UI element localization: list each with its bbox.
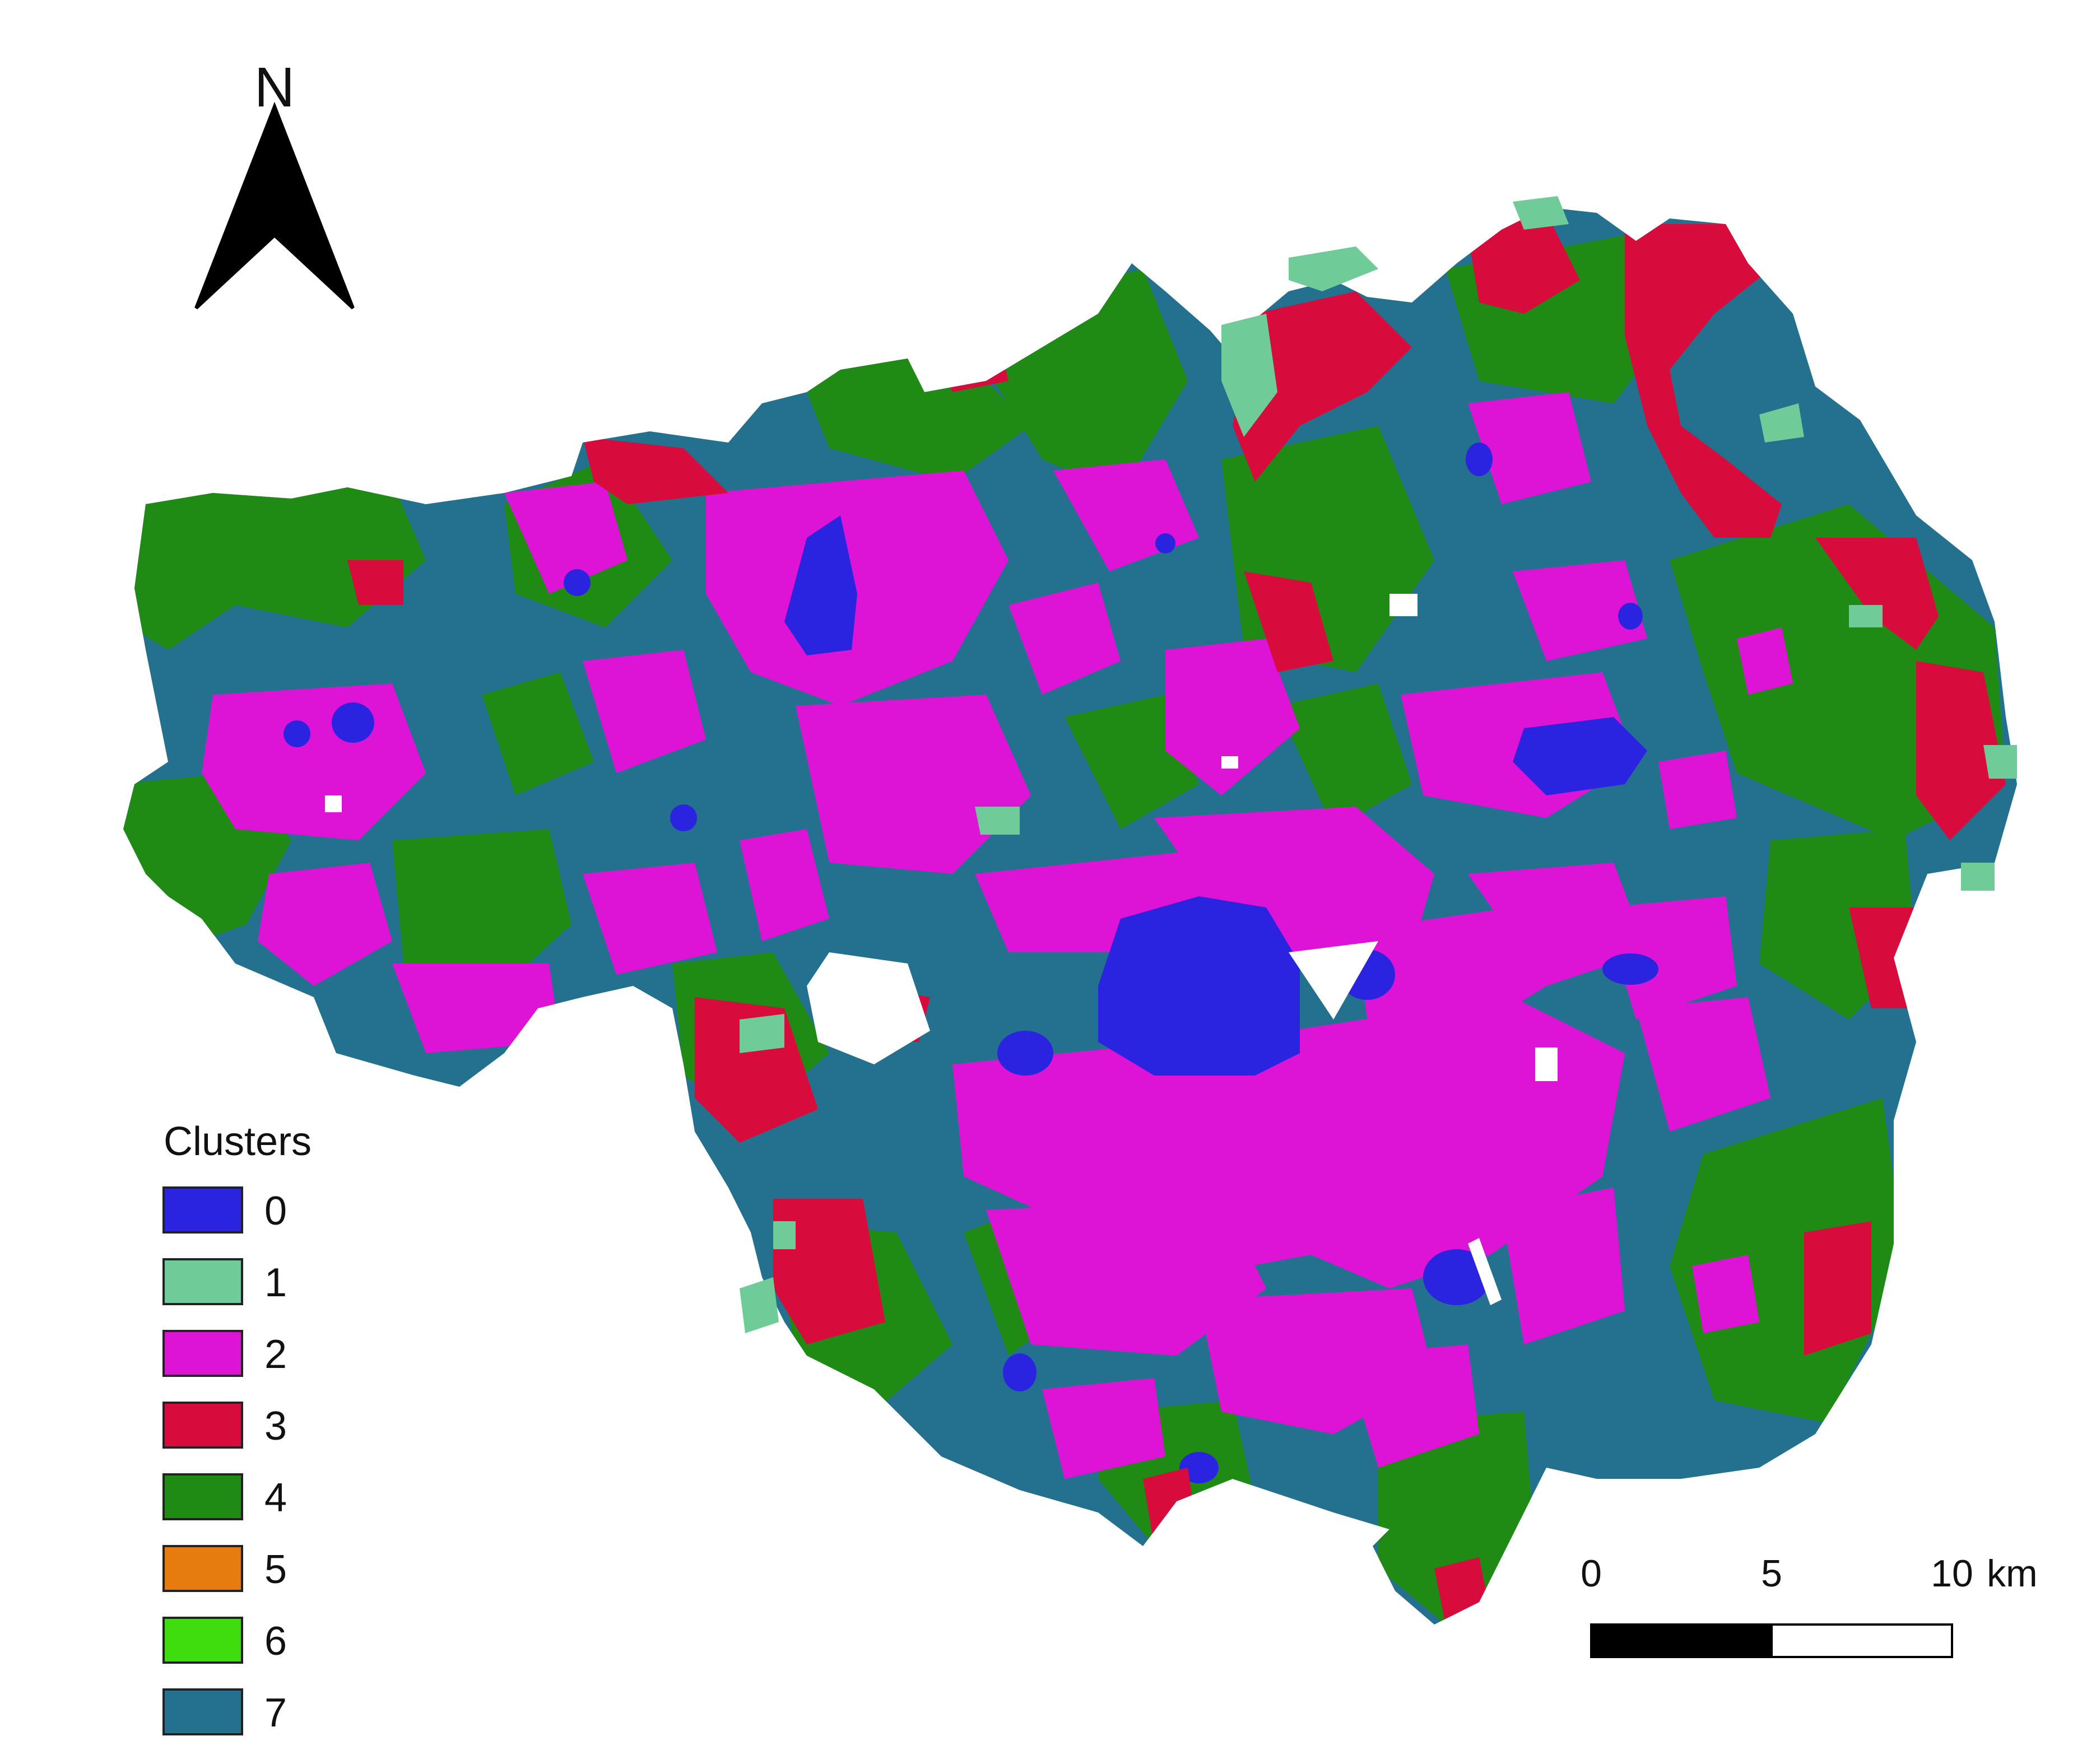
scale-bar-label-10: 10 (1931, 1552, 1973, 1595)
legend-swatch-4 (162, 1473, 243, 1520)
legend-label-5: 5 (264, 1547, 287, 1592)
legend-title: Clusters (164, 1119, 312, 1164)
legend: Clusters 0 1 2 3 4 5 6 7 (162, 1119, 312, 1735)
legend-label-4: 4 (264, 1476, 287, 1520)
legend-label-0: 0 (264, 1189, 287, 1234)
legend-label-6: 6 (264, 1619, 287, 1664)
legend-label-3: 3 (264, 1404, 287, 1449)
legend-label-7: 7 (264, 1691, 287, 1735)
region (123, 207, 2017, 1625)
legend-label-1: 1 (264, 1260, 287, 1305)
cluster-0-patches (284, 443, 1658, 1483)
north-arrow: N (194, 56, 355, 310)
cluster-2-patches (202, 392, 1793, 1479)
scale-bar-label-5: 5 (1761, 1552, 1782, 1595)
cluster-1-patches (740, 605, 1883, 1053)
scale-bar-segment-dark (1590, 1623, 1773, 1658)
legend-swatch-6 (162, 1617, 243, 1664)
north-arrow-icon (194, 101, 355, 310)
legend-swatch-2 (162, 1330, 243, 1377)
scale-bar: 0 5 10 km (1581, 1552, 2038, 1658)
legend-items: 0 1 2 3 4 5 6 7 (162, 1186, 287, 1735)
north-arrow-label: N (254, 56, 295, 119)
legend-swatch-0 (162, 1186, 243, 1234)
outer-cluster-1-patches (740, 196, 2017, 1333)
scale-bar-segment-light (1770, 1623, 1953, 1658)
scale-bar-label-0: 0 (1581, 1552, 1602, 1595)
legend-swatch-5 (162, 1545, 243, 1592)
legend-swatch-3 (162, 1402, 243, 1449)
legend-label-2: 2 (264, 1332, 287, 1377)
white-gaps (325, 594, 1558, 1305)
scale-bar-unit: km (1987, 1552, 2038, 1595)
legend-swatch-7 (162, 1688, 243, 1735)
legend-swatch-1 (162, 1258, 243, 1305)
